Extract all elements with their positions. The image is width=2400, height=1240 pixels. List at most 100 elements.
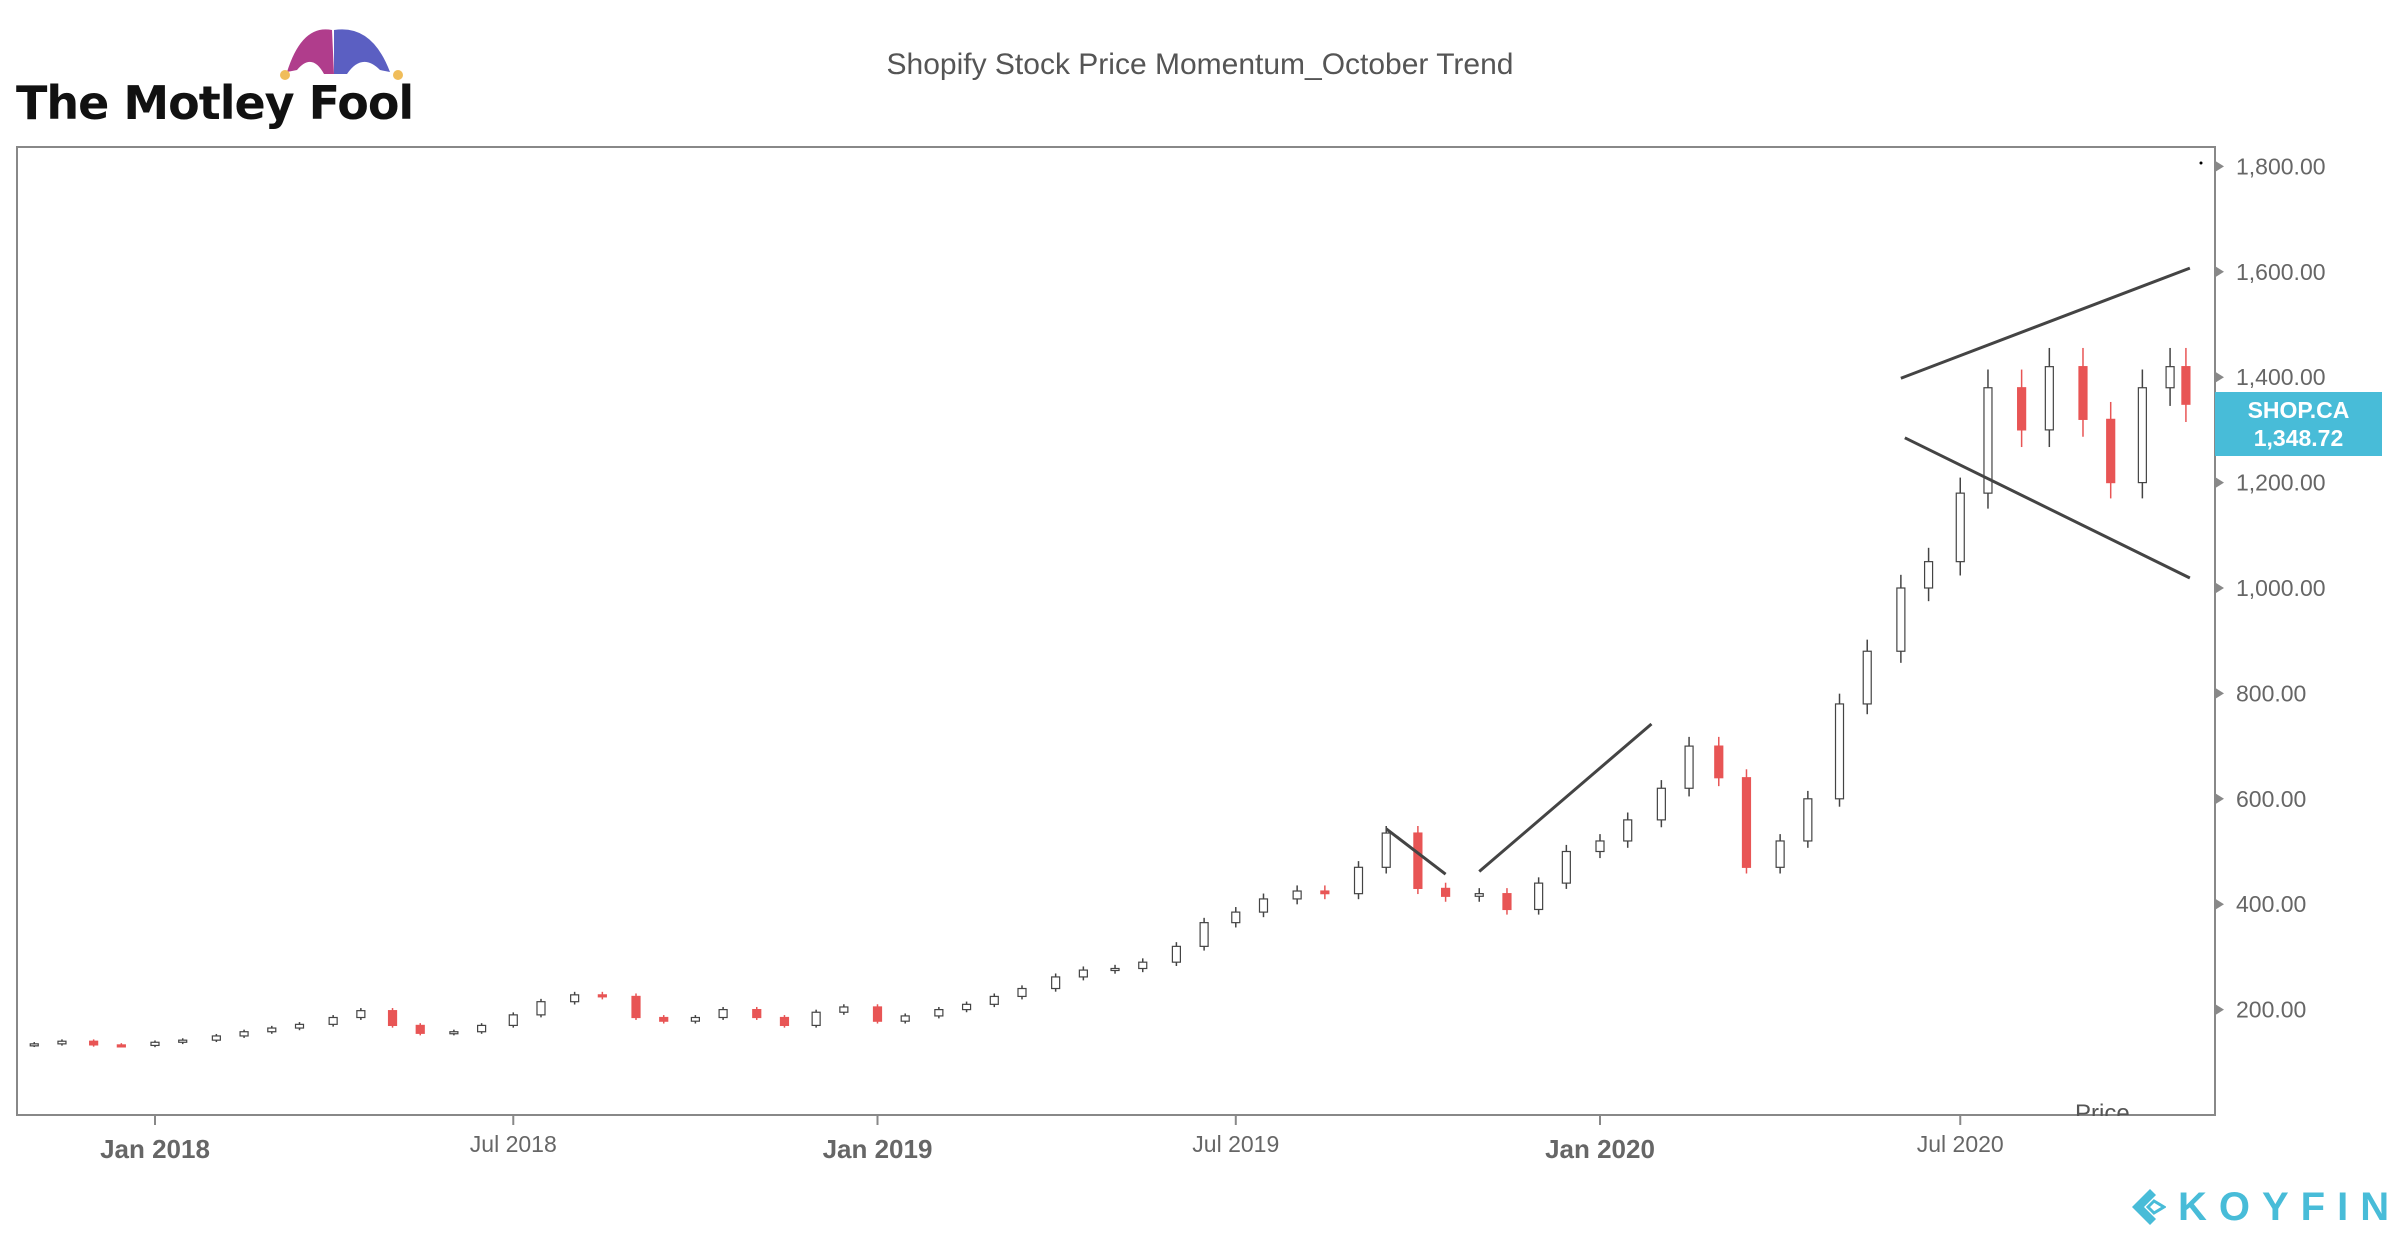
candle-body [934,1008,944,1017]
y-tick-mark [2216,899,2224,910]
y-tick-mark [2216,793,2224,804]
candle-body [1741,777,1752,868]
y-tick-label: 800.00 [2236,680,2306,706]
y-tick-label: 400.00 [2236,891,2306,917]
trendlines [1385,266,2191,876]
candle-body [1983,387,1993,494]
candle-body [1623,819,1633,842]
plot-frame [16,146,2216,1116]
y-tick-mark [2216,372,2224,383]
candle-body [718,1008,728,1019]
candle-body [1138,961,1148,970]
y-tick-mark [2216,266,2224,277]
x-axis: Jan 2018 Jul 2018 Jan 2019 Jul 2019 Jan 2020… [100,1115,2004,1164]
x-tick-label: Jul 2020 [1917,1131,2004,1157]
candle-body [2044,366,2054,431]
y-tick-label: 1,800.00 [2236,153,2326,179]
candle-body [631,995,641,1019]
candle-body [387,1010,398,1027]
candle-body [900,1015,910,1022]
candle-body [536,1001,546,1016]
koyfin-diamond-icon [2132,1189,2166,1225]
y-tick-mark [2216,477,2224,488]
candle-body [752,1008,762,1019]
candle-body [2165,366,2175,389]
price-axis-label: Price [2075,1100,2130,1116]
candle-body [449,1031,459,1035]
candle-body [839,1006,849,1013]
candle-body [1862,650,1872,705]
candle-body [811,1011,821,1027]
candle-body [570,994,580,1003]
candle-body [1231,911,1241,924]
trendline [1904,436,2191,580]
candle-body [1595,840,1605,853]
candle-body [508,1014,518,1027]
candle-body [1923,561,1934,589]
x-tick-label: Jul 2019 [1192,1131,1279,1157]
candle-body [57,1040,67,1045]
candle-body [1353,866,1364,895]
candle-body [779,1016,790,1027]
candle-body [1803,798,1813,842]
y-tick-mark [2216,1004,2224,1015]
candle-body [116,1044,126,1048]
y-tick-label: 200.00 [2236,997,2306,1023]
y-tick-label: 1,600.00 [2236,259,2326,285]
candle-body [1955,492,1965,563]
jester-hat-icon [280,29,403,80]
candle-body [1896,587,1906,652]
candle-body [1051,976,1061,990]
y-axis: 200.00 400.00 600.00 800.00 1,000.00 1,200.00… [2216,153,2326,1023]
x-tick-label: Jan 2020 [1545,1134,1655,1164]
candle-body [989,995,999,1005]
y-tick-mark [2216,583,2224,593]
candle-body [1017,987,1027,998]
candle-body [1199,922,1209,947]
candle-body [597,994,607,998]
candle-body [1441,887,1451,897]
candle-body [2106,418,2116,484]
y-tick-mark [2216,688,2224,699]
candle-body [2078,366,2088,420]
chart-title: Shopify Stock Price Momentum_October Tre… [886,48,1514,81]
candle-body [89,1040,99,1046]
candle-body [477,1024,487,1033]
candle-body [1502,893,1512,911]
candle-body [267,1027,277,1033]
candle-body [659,1016,669,1022]
candle-body [872,1006,883,1022]
candle-body [1834,703,1845,800]
candle-body [239,1031,249,1037]
motley-fool-logo: The Motley Fool [12,22,414,132]
candle-body [2181,366,2191,405]
candle-body [178,1039,188,1043]
logo-text: The Motley Fool [16,76,414,130]
candle-body [1534,882,1544,911]
candle-body [211,1035,221,1041]
candle-body [961,1003,972,1011]
candle-body [1110,967,1120,972]
trendline [1900,266,2191,380]
y-tick-label: 1,200.00 [2236,470,2326,496]
candle-body [1775,840,1785,868]
candle-body [1714,745,1724,779]
candle-body [2137,387,2147,484]
candle-body [356,1010,366,1019]
candle-body [1292,890,1302,900]
y-tick-label: 1,000.00 [2236,575,2326,601]
candle-body [1413,832,1423,889]
last-price-tag: SHOP.CA 1,348.72 [2215,392,2382,456]
y-tick-label: 1,400.00 [2236,364,2326,390]
candle-body [1258,898,1269,913]
y-tick-mark [2216,161,2224,172]
koyfin-logo: KOYFIN [2130,1185,2400,1229]
koyfin-text: KOYFIN [2178,1184,2400,1229]
candle-body [1684,745,1694,789]
candles [29,347,2191,1048]
ticker: SHOP.CA [2247,397,2350,423]
trendline [1478,722,1653,873]
last-price: 1,348.72 [2253,425,2344,451]
candle-body [1656,787,1666,821]
